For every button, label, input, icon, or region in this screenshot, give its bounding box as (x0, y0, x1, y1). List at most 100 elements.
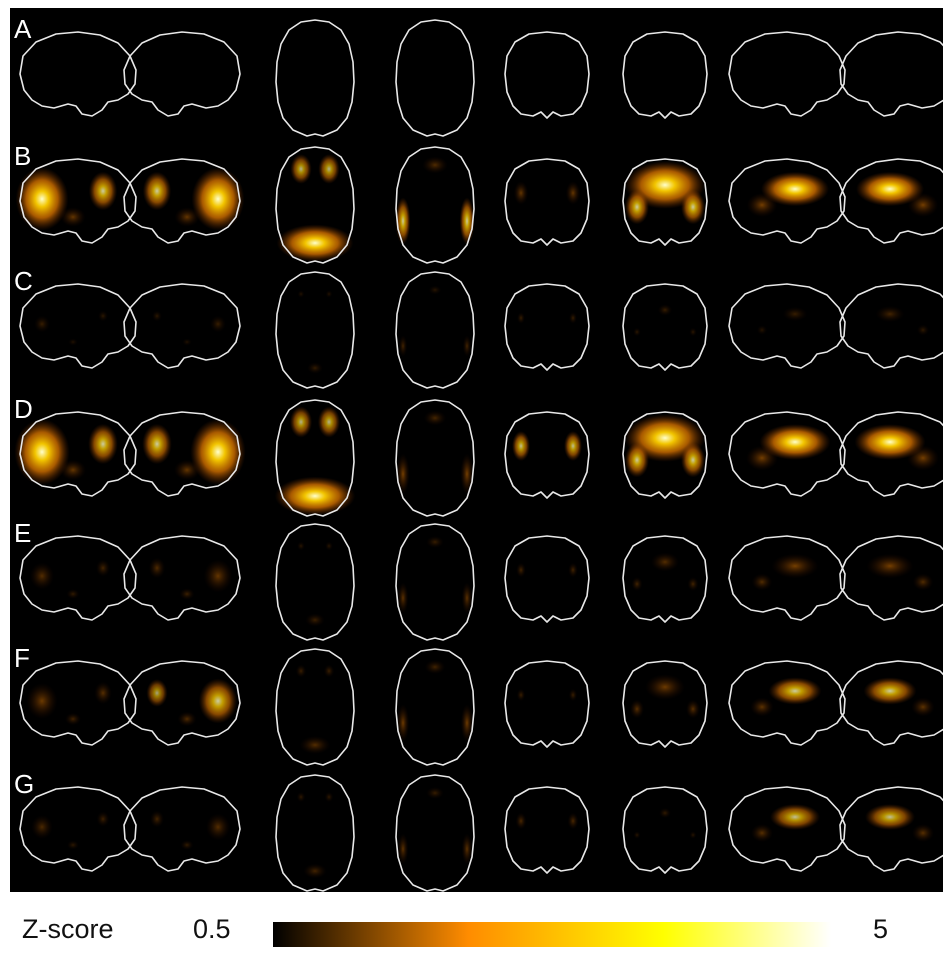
activation-blob (26, 683, 58, 719)
activation-blob (771, 553, 819, 579)
brain-outline (275, 774, 355, 892)
activation-blob (297, 290, 305, 298)
brain-outline (728, 660, 846, 746)
brain-outline (19, 283, 137, 369)
brain-slice-b-axial-top (275, 146, 355, 264)
activation-blob (190, 419, 246, 485)
activation-blob (759, 424, 831, 460)
brain-outline (622, 31, 708, 119)
brain-outline (728, 411, 846, 497)
activation-blob (461, 833, 473, 865)
activation-blob (513, 181, 529, 205)
brain-outline (839, 411, 943, 497)
brain-outline (19, 660, 137, 746)
activation-blob (460, 704, 474, 742)
activation-blob (318, 154, 340, 184)
brain-slice-c-axial-bottom (395, 271, 475, 389)
brain-outline (839, 786, 943, 872)
activation-blob (912, 573, 934, 591)
activation-blob (630, 699, 644, 719)
activation-blob (397, 582, 409, 614)
brain-slice-g-sagittal-right-medial (839, 786, 943, 872)
activation-blob (290, 154, 312, 184)
brain-outline (19, 535, 137, 621)
activation-blob (866, 553, 914, 579)
brain-outline (504, 283, 590, 371)
brain-outline (622, 535, 708, 623)
brain-outline (123, 535, 241, 621)
activation-blob (305, 613, 325, 627)
activation-blob (296, 791, 306, 803)
activation-blob (516, 562, 526, 578)
brain-slice-e-sagittal-left-medial (728, 535, 846, 621)
brain-outline (839, 31, 943, 117)
activation-blob (30, 562, 54, 590)
brain-slice-a-axial-bottom (395, 19, 475, 137)
activation-blob (297, 541, 305, 551)
activation-blob (398, 335, 408, 357)
brain-outline (622, 158, 708, 246)
brain-slice-g-coronal-back (622, 786, 708, 874)
brain-outline (275, 648, 355, 766)
activation-blob (856, 171, 924, 207)
activation-blob (299, 736, 331, 754)
brain-slice-c-coronal-front (504, 283, 590, 371)
activation-blob (461, 582, 473, 614)
brain-slice-g-sagittal-left-medial (728, 786, 846, 872)
activation-blob (191, 167, 245, 231)
brain-slice-f-sagittal-right (123, 660, 241, 746)
brain-outline (395, 399, 475, 517)
activation-blob (770, 804, 820, 830)
brain-slice-e-sagittal-right (123, 535, 241, 621)
activation-blob (174, 207, 200, 227)
activation-blob (875, 305, 905, 323)
activation-blob (768, 677, 822, 705)
brain-slices-svg (14, 19, 943, 892)
colorbar-min-label: 0.5 (193, 914, 231, 944)
activation-blob (911, 697, 935, 717)
brain-slice-a-sagittal-left (19, 31, 137, 117)
brain-slice-b-axial-bottom (395, 146, 475, 264)
brain-outline (504, 411, 590, 499)
activation-blob (177, 711, 197, 727)
brain-slice-c-sagittal-right (123, 283, 241, 369)
brain-outline (123, 411, 241, 497)
activation-blob (907, 193, 939, 217)
row-label-g: G (14, 769, 35, 799)
brain-outline (275, 271, 355, 389)
brain-slice-g-sagittal-left (19, 786, 137, 872)
activation-blob (751, 824, 773, 842)
brain-slice-d-sagittal-right-medial (839, 411, 943, 497)
activation-blob (276, 224, 354, 262)
activation-blob (651, 552, 679, 572)
brain-slice-c-coronal-back (622, 283, 708, 371)
brain-outline (395, 146, 475, 264)
colorbar-title: Z-score (22, 914, 114, 944)
activation-blob (396, 704, 410, 742)
activation-blob (564, 431, 582, 461)
activation-blob (307, 362, 323, 374)
colorbar-max-label: 5 (873, 914, 889, 944)
activation-blob (659, 807, 671, 819)
brain-outline (839, 535, 943, 621)
activation-blob (289, 406, 313, 438)
activation-blob (907, 445, 939, 471)
brain-outline (839, 283, 943, 369)
activation-blob (424, 660, 446, 674)
colorbar-gradient (273, 922, 831, 947)
brain-outline (839, 660, 943, 746)
activation-blob (180, 840, 194, 850)
activation-blob (426, 787, 444, 799)
activation-blob (460, 453, 474, 495)
activation-blob (633, 831, 641, 839)
brain-slice-d-sagittal-left-medial (728, 411, 846, 497)
brain-outline (275, 146, 355, 264)
brain-slice-g-coronal-front (504, 786, 590, 874)
activation-blob (142, 423, 172, 465)
activation-blob (325, 290, 333, 298)
brain-outline (275, 523, 355, 641)
brain-outline (728, 158, 846, 244)
brain-slice-f-sagittal-left-medial (728, 660, 846, 746)
activation-blob (681, 189, 705, 225)
activation-blob (210, 315, 226, 333)
